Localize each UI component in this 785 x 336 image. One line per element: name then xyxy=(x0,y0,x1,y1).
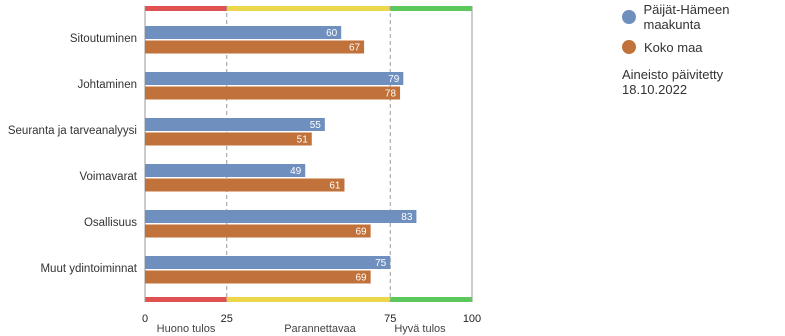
bar-value-1-1: 78 xyxy=(385,89,397,100)
bar-1-0 xyxy=(145,40,365,54)
x-tick-25: 25 xyxy=(221,313,233,325)
bar-1-1 xyxy=(145,86,401,100)
legend-item-koko-maa[interactable]: Koko maa xyxy=(622,35,785,59)
x-tick-100: 100 xyxy=(463,313,481,325)
x-tick-0: 0 xyxy=(142,313,148,325)
bar-value-0-4: 83 xyxy=(401,212,413,223)
band-bottom-2 xyxy=(390,297,472,302)
legend-swatch-paijat-hame xyxy=(622,10,636,24)
category-label-3: Voimavarat xyxy=(79,171,137,183)
bar-1-2 xyxy=(145,132,312,146)
bar-value-1-2: 51 xyxy=(297,135,309,146)
legend-label-paijat-hame: Päijät-Hämeen maakunta xyxy=(643,2,730,32)
category-label-4: Osallisuus xyxy=(84,217,137,229)
band-label-2: Hyvä tulos xyxy=(394,323,446,335)
band-bottom-0 xyxy=(145,297,227,302)
bar-value-1-4: 69 xyxy=(356,227,368,238)
x-tick-75: 75 xyxy=(384,313,396,325)
bar-value-0-3: 49 xyxy=(290,166,302,177)
bar-0-1 xyxy=(145,72,404,85)
band-top-2 xyxy=(390,6,472,11)
legend-label-koko-maa: Koko maa xyxy=(644,39,703,55)
bar-value-0-5: 75 xyxy=(375,258,387,269)
bar-value-0-2: 55 xyxy=(310,120,322,131)
category-label-0: Sitoutuminen xyxy=(70,33,137,45)
bar-value-0-1: 79 xyxy=(388,74,400,85)
bar-0-2 xyxy=(145,118,325,131)
band-label-0: Huono tulos xyxy=(157,323,216,335)
bar-1-5 xyxy=(145,270,371,284)
data-updated-note: Aineisto päivitetty 18.10.2022 xyxy=(622,67,724,97)
bar-value-1-0: 67 xyxy=(349,43,361,54)
bar-0-3 xyxy=(145,164,306,177)
category-label-5: Muut ydintoiminnat xyxy=(40,263,137,275)
bar-value-0-0: 60 xyxy=(326,28,338,39)
legend-item-paijat-hame[interactable]: Päijät-Hämeen maakunta xyxy=(622,2,785,32)
band-top-0 xyxy=(145,6,227,11)
band-top-1 xyxy=(226,6,391,11)
bar-1-3 xyxy=(145,178,345,192)
bar-1-4 xyxy=(145,224,371,238)
bar-0-4 xyxy=(145,210,417,223)
category-label-2: Seuranta ja tarveanalyysi xyxy=(8,125,137,137)
bar-0-5 xyxy=(145,256,391,269)
band-label-1: Parannettavaa xyxy=(284,323,356,335)
band-bottom-1 xyxy=(226,297,391,302)
category-label-1: Johtaminen xyxy=(78,79,137,91)
bar-value-1-5: 69 xyxy=(356,273,368,284)
bar-chart: Sitoutuminen 60 67 Johtaminen 79 78 Seuranta j… xyxy=(8,6,481,335)
legend: Päijät-Hämeen maakunta Koko maa Aineisto… xyxy=(622,2,785,97)
bar-value-1-3: 61 xyxy=(329,181,341,192)
bar-0-0 xyxy=(145,26,342,39)
legend-swatch-koko-maa xyxy=(622,40,636,54)
